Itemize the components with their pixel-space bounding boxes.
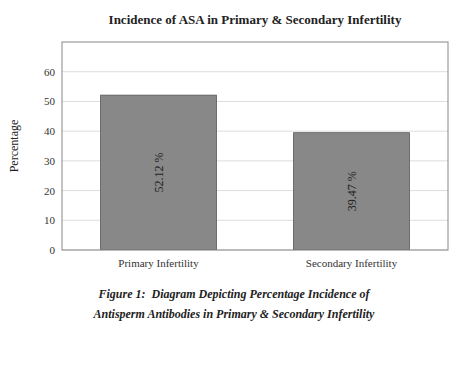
chart: Incidence of ASA in Primary & Secondary … [0, 0, 468, 371]
chart-container: Incidence of ASA in Primary & Secondary … [0, 0, 468, 371]
bar [101, 95, 217, 250]
bars [101, 95, 410, 250]
caption: Antisperm Antibodies in Primary & Second… [93, 307, 376, 321]
data-label: 39.47 % [345, 171, 359, 211]
title: Incidence of ASA in Primary & Secondary … [109, 12, 402, 27]
x-tick-label: Primary Infertility [118, 257, 199, 269]
x-tick-label: Secondary Infertility [306, 257, 398, 269]
y-axis-label: Percentage [7, 120, 21, 173]
y-tick-label: 20 [44, 185, 56, 197]
data-label: 52.12 % [152, 153, 166, 193]
y-tick-label: 50 [44, 95, 56, 107]
y-tick-label: 30 [44, 155, 56, 167]
bar [294, 133, 410, 250]
y-tick-label: 0 [50, 244, 56, 256]
caption: Figure 1: Diagram Depicting Percentage I… [98, 287, 371, 301]
y-tick-label: 60 [44, 66, 56, 78]
y-tick-label: 40 [44, 125, 56, 137]
grid-line [62, 71, 448, 72]
plot-frame [62, 42, 448, 250]
y-tick-label: 10 [44, 214, 56, 226]
grid [62, 72, 448, 250]
